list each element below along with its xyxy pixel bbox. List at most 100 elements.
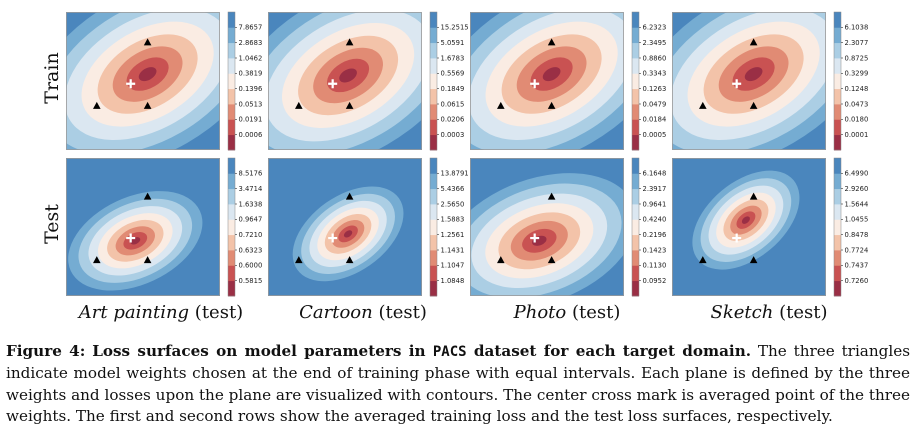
colorbar-tick-label: 0.1396 [239, 85, 263, 93]
triangle-icon [749, 101, 758, 109]
contour-plot [66, 12, 220, 150]
colorbar-segment [834, 234, 841, 251]
colorbar-segment [632, 27, 639, 44]
colorbar-tick-label: 0.0003 [441, 131, 465, 139]
colorbar-tick-label: 6.4990 [845, 170, 869, 178]
domain-label-sketch: Sketch (test) [711, 302, 828, 323]
colorbar-segment [430, 280, 437, 297]
triangle-icon [345, 192, 354, 200]
panel-train-cartoon: 15.2515 5.0591 1.6783 0.5569 0.1849 0.0615 0.0… [268, 11, 469, 151]
triangle-icon [345, 101, 354, 109]
triangle-icon [749, 256, 758, 264]
panel-frame [268, 12, 422, 150]
contour-plot [470, 158, 624, 296]
colorbar-tick-label: 0.0184 [643, 116, 667, 124]
colorbar-segment [228, 104, 235, 120]
colorbar-segment [632, 173, 639, 190]
colorbar-segment [228, 27, 235, 44]
colorbar-tick-label: 0.3299 [845, 70, 869, 78]
colorbar-segment [430, 250, 437, 266]
colorbar-segment [834, 27, 841, 44]
contour-plot [66, 158, 220, 296]
panel-frame [672, 158, 826, 296]
colorbar-tick-label: 1.6783 [441, 54, 465, 62]
colorbar-tick-label: 2.3917 [643, 185, 667, 193]
colorbar-segment [632, 280, 639, 297]
triangle-icon [93, 256, 101, 264]
contour-level-0 [339, 68, 357, 83]
colorbar-tick-label: 2.8683 [239, 39, 263, 47]
colorbar-tick-label: 0.0479 [643, 100, 667, 108]
domain-label-photo: Photo (test) [513, 302, 621, 323]
figure-caption: Figure 4: Loss surfaces on model paramet… [6, 341, 910, 428]
colorbar-tick-label: 15.2515 [441, 24, 469, 32]
colorbar-tick-label: 0.0180 [845, 116, 869, 124]
colorbar-segment [834, 42, 841, 59]
contour-plot [470, 12, 624, 150]
colorbar-train-art-painting: 7.8657 2.8683 1.0462 0.3819 0.1396 0.0513 0.01… [227, 11, 263, 151]
colorbar-segment [228, 234, 235, 251]
colorbar-segment [228, 250, 235, 266]
contour-plot [672, 158, 826, 296]
colorbar-test-photo: 6.1648 2.3917 0.9641 0.4240 0.2196 0.1423 0.11… [631, 157, 667, 297]
panel-test-photo: 6.1648 2.3917 0.9641 0.4240 0.2196 0.1423 0.11… [470, 157, 667, 297]
colorbar-tick-label: 0.7260 [845, 277, 869, 285]
triangle-icon [143, 192, 152, 200]
colorbar-test-art-painting: 8.5176 3.4714 1.6338 0.9647 0.7210 0.6323 0.60… [227, 157, 263, 297]
colorbar-segment [228, 188, 235, 205]
colorbar-segment [632, 204, 639, 220]
colorbar-segment [430, 158, 437, 174]
contour-plot [268, 158, 422, 296]
cross-icon [530, 79, 540, 89]
colorbar-tick-label: 7.8657 [239, 24, 263, 32]
colorbar-tick-label: 2.5650 [441, 200, 465, 208]
colorbar-segment [430, 88, 437, 105]
colorbar-tick-label: 0.0615 [441, 100, 465, 108]
cross-icon [328, 233, 338, 243]
colorbar-segment [632, 58, 639, 74]
colorbar-segment [430, 73, 437, 90]
colorbar-tick-label: 6.1038 [845, 24, 869, 32]
contour-level-0 [741, 216, 750, 224]
colorbar-test-sketch: 6.4990 2.9260 1.5644 1.0455 0.8478 0.7724 0.74… [833, 157, 869, 297]
colorbar-tick-label: 1.1431 [441, 246, 465, 254]
colorbar-tick-label: 0.8725 [845, 54, 869, 62]
panel-train-sketch: 6.1038 2.3077 0.8725 0.3299 0.1248 0.0473 0.01… [672, 11, 869, 151]
domain-label-art-painting: Art painting (test) [77, 302, 243, 323]
colorbar-segment [834, 12, 841, 28]
row-label-test: Test [41, 204, 63, 244]
colorbar-segment [430, 58, 437, 74]
colorbar-tick-label: 1.2561 [441, 231, 465, 239]
colorbar-tick-label: 0.8478 [845, 231, 869, 239]
caption-label: Figure 4: [6, 342, 86, 360]
colorbar-segment [834, 265, 841, 282]
colorbar-segment [632, 12, 639, 28]
contour-plot [672, 12, 826, 150]
colorbar-tick-label: 0.7210 [239, 231, 263, 239]
colorbar-tick-label: 0.7724 [845, 246, 869, 254]
colorbar-segment [228, 265, 235, 282]
colorbar-tick-label: 0.1423 [643, 246, 667, 254]
contour-plot [268, 12, 422, 150]
cross-icon [328, 79, 338, 89]
colorbar-segment [834, 173, 841, 190]
colorbar-test-cartoon: 13.8791 5.4366 2.5650 1.5883 1.2561 1.1431 1.1… [429, 157, 469, 297]
panel-test-cartoon: 13.8791 5.4366 2.5650 1.5883 1.2561 1.1431 1.1… [268, 157, 469, 297]
colorbar-segment [228, 204, 235, 220]
colorbar-segment [632, 42, 639, 59]
caption-body: The three triangles indicate model weigh… [6, 342, 910, 426]
colorbar-segment [834, 104, 841, 120]
colorbar-tick-label: 3.4714 [239, 185, 263, 193]
colorbar-segment [430, 265, 437, 282]
panel-frame [66, 12, 220, 150]
colorbar-segment [228, 58, 235, 74]
colorbar-segment [228, 88, 235, 105]
colorbar-segment [430, 27, 437, 44]
panel-test-sketch: 6.4990 2.9260 1.5644 1.0455 0.8478 0.7724 0.74… [672, 157, 869, 297]
contour-level-0 [542, 67, 561, 82]
colorbar-train-cartoon: 15.2515 5.0591 1.6783 0.5569 0.1849 0.0615 0.0… [429, 11, 469, 151]
colorbar-tick-label: 1.0848 [441, 277, 465, 285]
colorbar-segment [834, 119, 841, 136]
colorbar-segment [632, 234, 639, 251]
row-label-train: Train [41, 52, 63, 103]
